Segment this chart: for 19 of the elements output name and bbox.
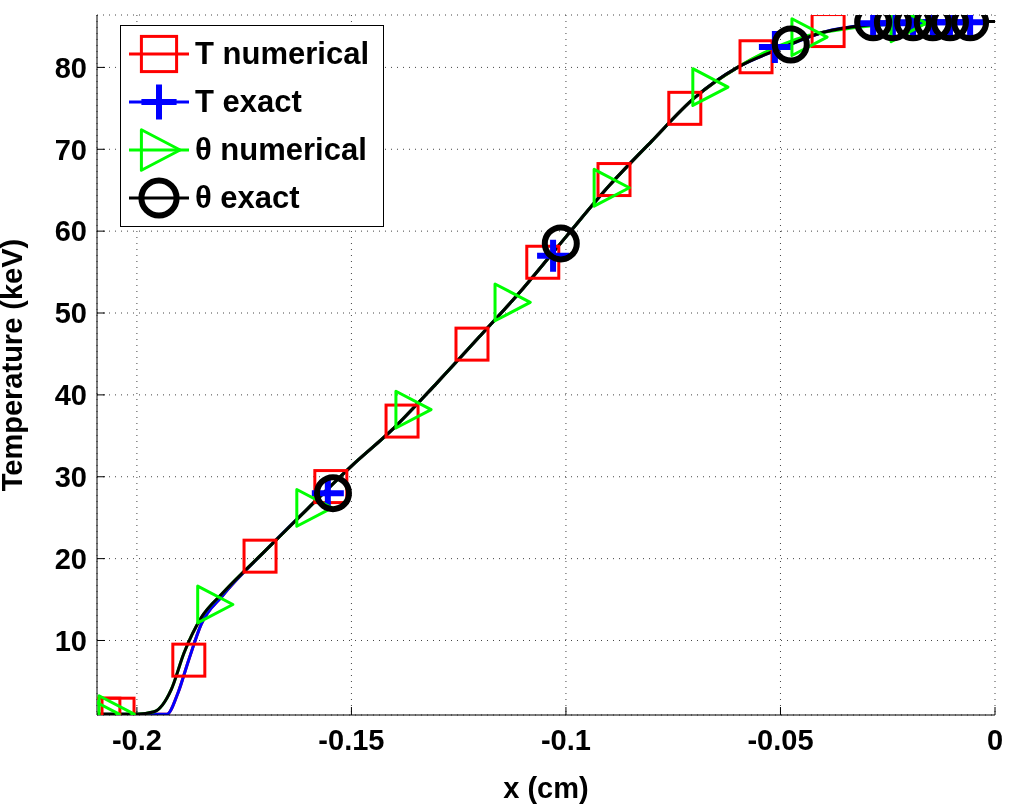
y-tick-label: 80 <box>54 51 87 84</box>
y-tick-label: 30 <box>54 461 87 494</box>
y-tick-label: 20 <box>54 542 87 575</box>
x-tick-label: -0.05 <box>747 723 814 756</box>
x-tick-label: -0.2 <box>111 723 162 756</box>
legend-label: θ numerical <box>195 131 367 169</box>
y-tick-label: 70 <box>54 133 87 166</box>
y-tick-label: 40 <box>54 379 87 412</box>
legend-label: T exact <box>195 83 302 121</box>
x-tick-label: -0.1 <box>540 723 591 756</box>
y-tick-label: 10 <box>54 624 87 657</box>
y-axis-title: Temperature (keV) <box>0 238 29 492</box>
y-tick-label: 60 <box>54 215 87 248</box>
legend-label: θ exact <box>195 179 300 217</box>
legend-label: T numerical <box>195 35 369 73</box>
x-tick-label: 0 <box>986 723 1004 756</box>
y-tick-label: 50 <box>54 297 87 330</box>
x-axis-title: x (cm) <box>503 772 589 804</box>
x-tick-label: -0.15 <box>318 723 385 756</box>
